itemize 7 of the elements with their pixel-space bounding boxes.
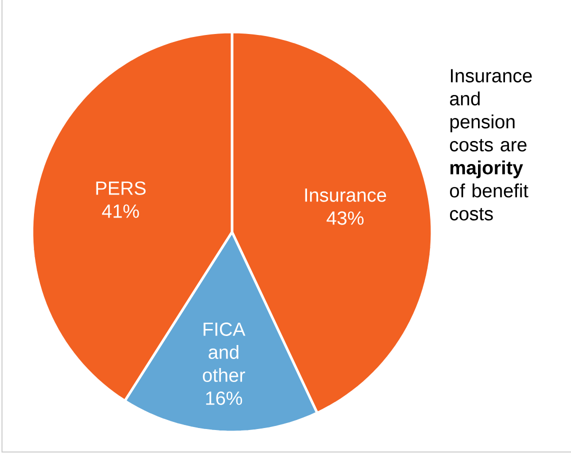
slice-label: Insurance — [305, 188, 386, 202]
data-label: 41% — [102, 204, 139, 218]
slice-label: PERS — [96, 181, 146, 195]
data-label: 16% — [206, 392, 242, 405]
text: Insurance and pension costs are majority of benefit costs — [450, 69, 532, 220]
data-label: 43% — [326, 211, 364, 225]
slice-label: FICA and other — [202, 322, 246, 382]
